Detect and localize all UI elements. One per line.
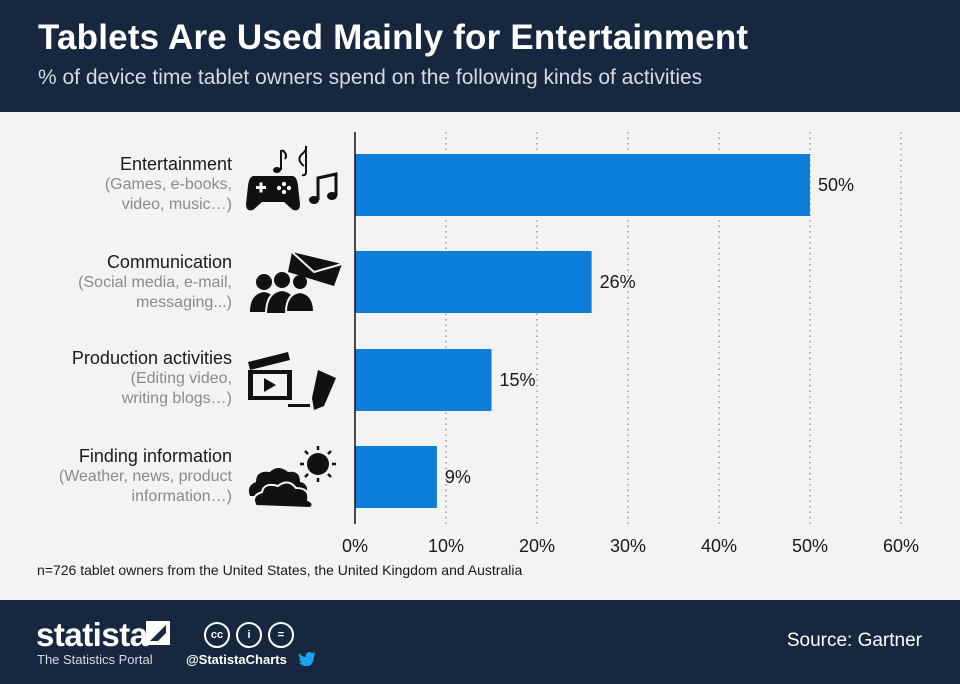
attribution-icon[interactable]: i — [236, 622, 262, 648]
category-name: Finding information — [78, 446, 232, 466]
x-tick-label: 50% — [792, 536, 828, 556]
twitter-bird-icon[interactable] — [298, 652, 316, 666]
category-label-entertainment: Entertainment (Games, e-books, video, mu… — [0, 154, 232, 215]
bar-entertainment — [355, 154, 810, 216]
footer: statista The Statistics Portal cc i = @S… — [0, 600, 960, 684]
clapperboard-pen-icon — [248, 352, 336, 410]
chart-title: Tablets Are Used Mainly for Entertainmen… — [38, 18, 749, 57]
category-name: Production activities — [71, 348, 232, 368]
statista-logo[interactable]: statista — [36, 616, 148, 653]
footnote: n=726 tablet owners from the United Stat… — [37, 562, 523, 578]
value-label: 15% — [500, 370, 536, 390]
category-name: Communication — [106, 252, 232, 272]
cloud-sun-icon — [248, 446, 336, 510]
people-envelope-icon — [250, 251, 343, 315]
source-label: Source: Gartner — [786, 630, 922, 651]
bar-chart: 0% 10% 20% 30% 40% 50% 60% 50% 26% 15% 9% — [342, 132, 919, 556]
category-label-production: Production activities (Editing video, wr… — [0, 348, 232, 409]
header: Tablets Are Used Mainly for Entertainmen… — [0, 0, 960, 112]
creative-commons-icon[interactable]: cc — [204, 622, 230, 648]
chart-subtitle: % of device time tablet owners spend on … — [38, 66, 703, 89]
x-tick-label: 30% — [610, 536, 646, 556]
category-desc: information…) — [131, 488, 232, 505]
statista-logo-icon — [146, 621, 170, 645]
gamepad-music-icon — [246, 146, 338, 211]
category-name: Entertainment — [119, 154, 232, 174]
chart-area: Entertainment (Games, e-books, video, mu… — [0, 112, 960, 600]
x-tick-label: 40% — [701, 536, 737, 556]
bar-communication — [355, 251, 592, 313]
portal-tagline: The Statistics Portal — [37, 652, 153, 667]
category-desc: writing blogs…) — [121, 390, 232, 407]
category-desc: messaging...) — [135, 294, 232, 311]
value-label: 9% — [445, 467, 471, 487]
category-label-communication: Communication (Social media, e-mail, mes… — [0, 252, 232, 313]
category-label-information: Finding information (Weather, news, prod… — [0, 446, 232, 507]
category-desc: (Weather, news, product — [58, 468, 232, 485]
x-tick-label: 10% — [428, 536, 464, 556]
category-desc: (Editing video, — [130, 370, 232, 387]
no-derivatives-icon[interactable]: = — [268, 622, 294, 648]
twitter-handle[interactable]: @StatistaCharts — [186, 652, 287, 667]
x-tick-label: 20% — [519, 536, 555, 556]
category-desc: (Social media, e-mail, — [78, 274, 232, 291]
category-desc: video, music…) — [121, 196, 232, 213]
x-tick-label: 0% — [342, 536, 368, 556]
bar-finding-information — [355, 446, 437, 508]
x-tick-label: 60% — [883, 536, 919, 556]
category-desc: (Games, e-books, — [104, 176, 232, 193]
bar-production-activities — [355, 349, 492, 411]
value-label: 26% — [600, 272, 636, 292]
value-label: 50% — [818, 175, 854, 195]
